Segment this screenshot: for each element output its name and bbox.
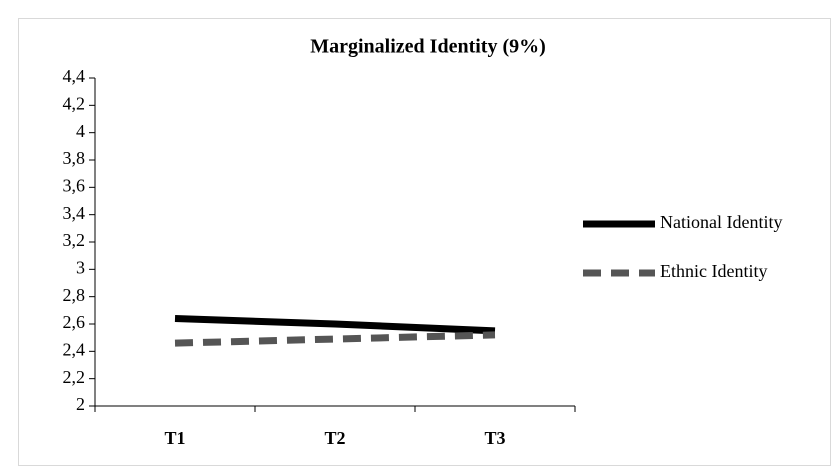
x-tick-label: T2 (324, 428, 345, 448)
y-tick-label: 2 (76, 394, 85, 414)
y-tick-label: 3 (76, 257, 85, 277)
y-tick-label: 2,4 (63, 339, 86, 359)
y-tick-label: 2,8 (63, 285, 86, 305)
y-tick-label: 3,6 (63, 175, 86, 195)
y-tick-label: 4,2 (63, 93, 86, 113)
y-tick-label: 3,8 (63, 148, 86, 168)
y-tick-label: 3,2 (63, 230, 86, 250)
y-tick-label: 2,2 (63, 367, 86, 387)
legend-label: National Identity (660, 212, 782, 232)
y-tick-label: 4 (76, 121, 85, 141)
series-line (174, 331, 496, 347)
y-tick-label: 2,6 (63, 312, 86, 332)
legend-label: Ethnic Identity (660, 261, 767, 281)
chart-title: Marginalized Identity (9%) (310, 36, 546, 58)
series-line (174, 315, 496, 335)
x-tick-label: T1 (164, 428, 185, 448)
chart-frame (18, 18, 831, 466)
y-tick-label: 4,4 (63, 66, 86, 86)
x-tick-label: T3 (484, 428, 505, 448)
y-tick-label: 3,4 (63, 203, 86, 223)
